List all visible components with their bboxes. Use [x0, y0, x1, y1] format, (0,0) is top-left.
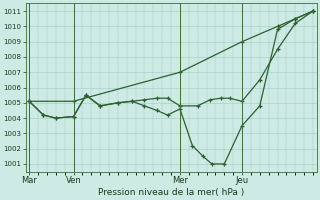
X-axis label: Pression niveau de la mer( hPa ): Pression niveau de la mer( hPa ) [98, 188, 244, 197]
